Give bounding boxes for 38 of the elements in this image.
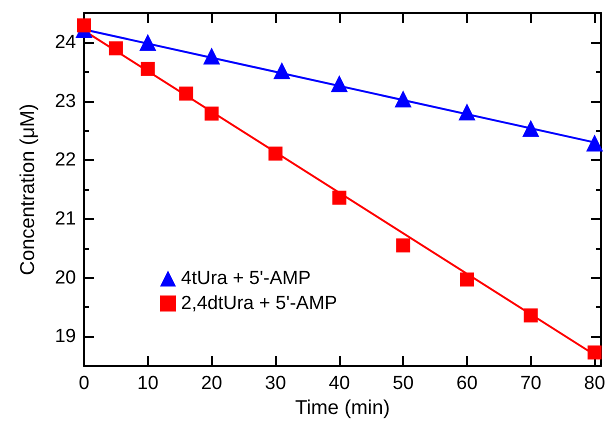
point	[203, 47, 220, 64]
point	[458, 103, 476, 120]
point	[108, 41, 123, 56]
point	[179, 86, 194, 101]
y-tick-label: 23	[54, 90, 76, 112]
point	[394, 90, 412, 108]
x-tick-label: 0	[78, 373, 90, 394]
legend-label: 2,4dtUra + 5'-AMP	[181, 293, 338, 314]
x-tick-label: 20	[201, 373, 222, 394]
y-tick-label: 24	[54, 32, 76, 53]
point	[204, 106, 219, 121]
point	[139, 34, 156, 51]
x-tick-label: 30	[264, 373, 286, 394]
x-tick-label: 50	[392, 373, 414, 394]
point	[268, 146, 282, 161]
y-tick-label: 21	[54, 208, 76, 230]
x-tick-label: 60	[456, 373, 478, 394]
point	[588, 345, 602, 360]
point	[396, 238, 410, 252]
x-tick-label: 10	[137, 373, 158, 394]
point	[586, 134, 604, 152]
x-tick-label: 70	[520, 373, 542, 394]
x-axis-title: Time (min)	[295, 396, 390, 419]
y-axis-title: Concentration (μM)	[17, 104, 39, 276]
y-tick-label: 22	[54, 150, 76, 171]
point	[460, 272, 474, 287]
point	[522, 120, 540, 137]
point	[140, 62, 155, 76]
point	[77, 18, 91, 32]
legend-label: 4tUra + 5'-AMP	[181, 268, 311, 289]
x-tick-label: 80	[584, 373, 606, 394]
point	[332, 190, 346, 205]
y-tick-label: 19	[54, 326, 76, 348]
point	[330, 75, 348, 92]
point	[273, 62, 290, 80]
x-tick-label: 40	[328, 373, 350, 394]
point	[524, 308, 538, 322]
y-tick-label: 20	[54, 267, 76, 288]
